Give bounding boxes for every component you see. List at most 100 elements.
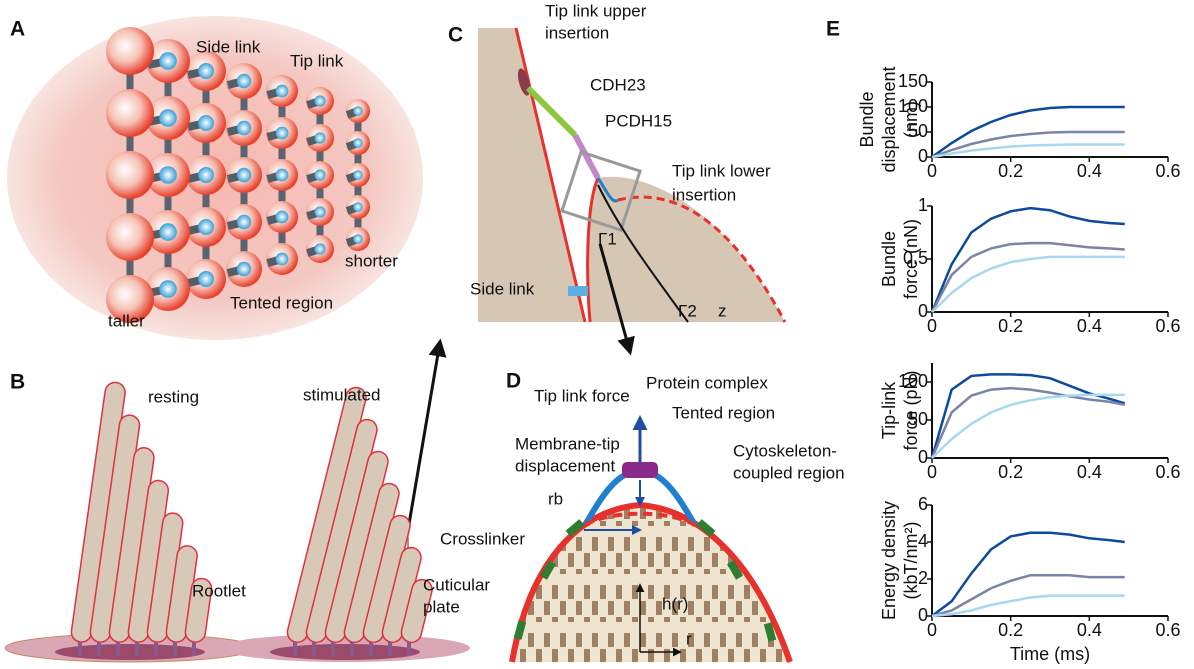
stereocilium xyxy=(106,213,154,261)
actin xyxy=(552,585,558,599)
y-axis-label: Bundle xyxy=(857,91,877,147)
actin xyxy=(648,649,654,663)
actin xyxy=(608,601,614,615)
tip xyxy=(353,106,363,116)
actin xyxy=(776,585,782,599)
actin xyxy=(616,617,622,622)
tip xyxy=(276,127,289,140)
actin xyxy=(768,537,774,551)
tip xyxy=(276,169,289,182)
label: CDH23 xyxy=(590,75,646,94)
actin xyxy=(784,601,790,615)
cytoskeleton xyxy=(512,505,790,662)
actin xyxy=(560,601,566,615)
actin xyxy=(720,633,726,647)
actin xyxy=(552,617,558,622)
actin xyxy=(552,649,558,663)
y-axis-label: displacement xyxy=(879,66,899,172)
actin xyxy=(696,585,702,599)
x-tick-label: 0 xyxy=(927,620,937,640)
tip xyxy=(276,85,289,98)
actin xyxy=(672,569,678,574)
actin xyxy=(792,617,798,622)
actin xyxy=(520,553,526,567)
actin xyxy=(720,601,726,615)
plate-core xyxy=(270,644,420,660)
actin xyxy=(608,537,614,551)
label: Crosslinker xyxy=(440,529,525,548)
actin xyxy=(672,633,678,647)
actin xyxy=(512,569,518,574)
label: rb xyxy=(548,489,563,508)
y-tick-label: 150 xyxy=(898,71,928,91)
tip xyxy=(314,132,325,143)
actin xyxy=(576,505,582,519)
actin xyxy=(720,569,726,574)
actin xyxy=(776,521,782,526)
label: stimulated xyxy=(303,385,380,404)
actin xyxy=(528,633,534,647)
actin xyxy=(592,601,598,615)
tip xyxy=(198,63,214,79)
actin xyxy=(792,521,798,526)
x-tick-label: 0.6 xyxy=(1155,161,1180,181)
actin xyxy=(688,537,694,551)
actin xyxy=(704,633,710,647)
label: Tip link force xyxy=(534,386,630,405)
actin xyxy=(784,569,790,574)
actin xyxy=(600,585,606,599)
actin xyxy=(752,537,758,551)
y-axis-label: Energy density xyxy=(879,501,899,620)
label: Cuticular xyxy=(423,575,490,594)
actin xyxy=(712,617,718,622)
actin xyxy=(656,537,662,551)
stereocilium xyxy=(106,151,154,199)
actin xyxy=(792,553,798,567)
actin xyxy=(640,601,646,615)
x-tick-label: 0.6 xyxy=(1155,316,1180,336)
tip xyxy=(159,223,177,241)
panel-b-art xyxy=(5,342,470,662)
x-tick-label: 0.4 xyxy=(1077,161,1102,181)
actin xyxy=(696,553,702,567)
tip xyxy=(198,271,214,287)
actin xyxy=(736,601,742,615)
tip xyxy=(276,211,289,224)
actin xyxy=(592,569,598,574)
label: shorter xyxy=(345,251,398,270)
actin xyxy=(712,553,718,567)
arrow xyxy=(408,342,440,530)
actin xyxy=(616,649,622,663)
label: plate xyxy=(423,597,460,616)
actin xyxy=(632,553,638,567)
panel-letter: A xyxy=(10,18,25,41)
actin xyxy=(632,585,638,599)
actin xyxy=(736,505,742,519)
panel-letter: D xyxy=(506,370,521,393)
actin xyxy=(632,521,638,526)
x-tick-label: 0.4 xyxy=(1077,316,1102,336)
actin xyxy=(664,553,670,567)
line-series xyxy=(932,533,1125,616)
actin xyxy=(664,649,670,663)
actin xyxy=(616,585,622,599)
actin xyxy=(536,521,542,526)
actin xyxy=(552,521,558,526)
actin xyxy=(696,617,702,622)
actin xyxy=(752,569,758,574)
label: coupled region xyxy=(733,463,845,482)
x-tick-label: 0 xyxy=(927,462,937,482)
tip xyxy=(353,202,363,212)
actin xyxy=(784,537,790,551)
actin xyxy=(792,585,798,599)
actin xyxy=(688,601,694,615)
actin xyxy=(752,601,758,615)
actin xyxy=(744,617,750,622)
actin xyxy=(520,521,526,526)
y-axis-label: force (nN) xyxy=(901,219,921,299)
tip xyxy=(276,253,289,266)
stereocilium xyxy=(106,27,154,75)
actin xyxy=(760,617,766,622)
actin xyxy=(600,649,606,663)
figure: A Side link Tip link taller Tented regio… xyxy=(0,0,1194,669)
